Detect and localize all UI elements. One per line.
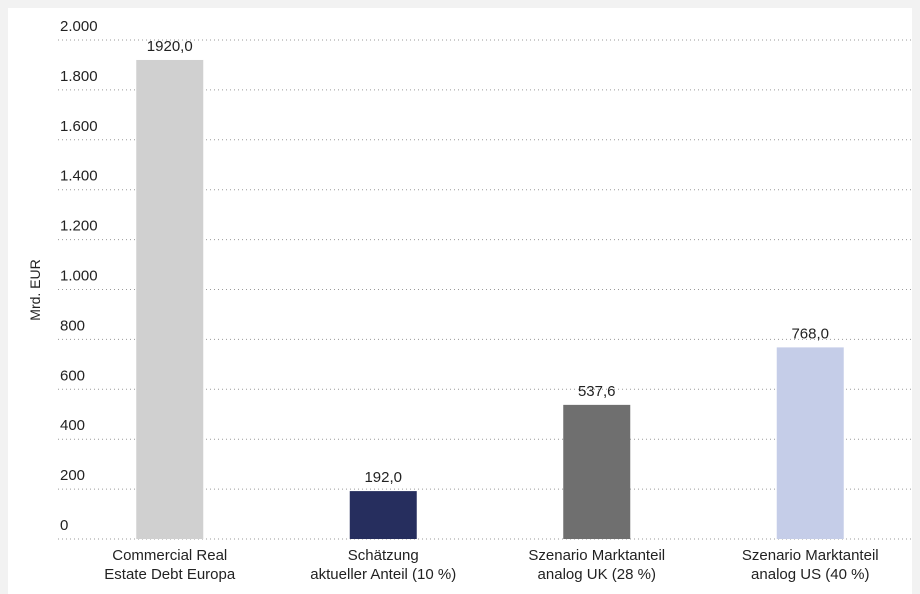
bars bbox=[136, 59, 844, 540]
category-labels: Commercial Real Estate Debt Europa Schätzu… bbox=[104, 547, 878, 583]
y-tick-label: 0 bbox=[60, 517, 68, 534]
y-tick-label: 1.600 bbox=[60, 118, 98, 135]
data-label: 1920,0 bbox=[147, 38, 193, 55]
y-tick-label: 1.000 bbox=[60, 268, 98, 285]
y-axis-label: Mrd. EUR bbox=[27, 259, 43, 320]
bar bbox=[136, 59, 204, 540]
data-label: 192,0 bbox=[364, 469, 402, 486]
y-axis-ticks: 0 200 400 600 800 1.000 1.200 1.400 1.600 1.800 2.… bbox=[60, 18, 98, 534]
y-tick-label: 1.400 bbox=[60, 168, 98, 185]
category-label: Szenario Marktanteil analog US (40 %) bbox=[742, 547, 879, 583]
bar bbox=[563, 404, 631, 539]
y-tick-label: 2.000 bbox=[60, 18, 98, 35]
category-label: Szenario Marktanteil analog UK (28 %) bbox=[528, 547, 665, 583]
y-tick-label: 200 bbox=[60, 467, 85, 484]
y-tick-label: 1.200 bbox=[60, 218, 98, 235]
y-tick-label: 1.800 bbox=[60, 68, 98, 85]
y-tick-label: 400 bbox=[60, 417, 85, 434]
data-label: 768,0 bbox=[791, 325, 829, 342]
bar bbox=[776, 347, 844, 539]
y-tick-label: 600 bbox=[60, 367, 85, 384]
data-label: 537,6 bbox=[578, 383, 616, 400]
y-tick-label: 800 bbox=[60, 317, 85, 334]
bar bbox=[349, 491, 417, 539]
category-label: Schätzung aktueller Anteil (10 %) bbox=[310, 547, 456, 583]
value-labels: 1920,0 192,0 537,6 768,0 bbox=[147, 38, 829, 486]
category-label: Commercial Real Estate Debt Europa bbox=[104, 547, 236, 583]
